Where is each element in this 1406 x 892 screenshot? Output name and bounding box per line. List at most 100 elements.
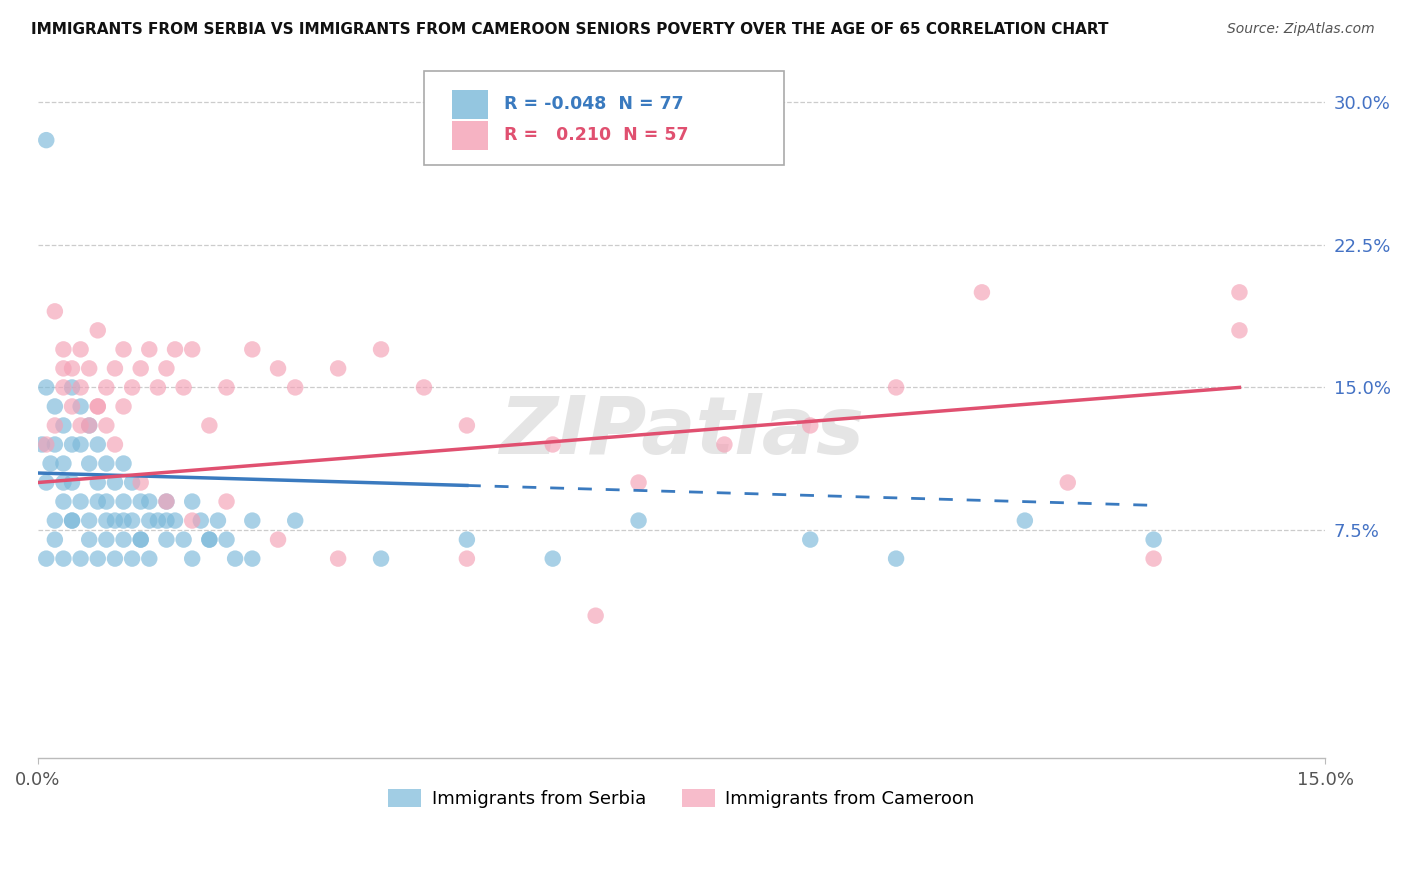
Point [77,418,100,433]
Point [44,437,66,451]
Point [44,533,66,547]
Point [121,551,143,566]
Text: IMMIGRANTS FROM SERBIA VS IMMIGRANTS FROM CAMEROON SENIORS POVERTY OVER THE AGE : IMMIGRANTS FROM SERBIA VS IMMIGRANTS FRO… [31,22,1108,37]
Point [52,418,75,433]
Point [370,551,392,566]
Point [155,361,177,376]
Point [112,400,135,414]
Point [60,514,83,528]
Point [112,343,135,357]
Point [31,437,53,451]
Point [77,533,100,547]
Point [413,380,436,394]
Point [60,380,83,394]
Point [190,514,212,528]
Point [1229,323,1251,337]
Point [60,437,83,451]
Point [35,133,58,147]
Point [884,380,907,394]
Point [224,551,246,566]
Point [44,304,66,318]
Point [129,475,152,490]
Point [884,551,907,566]
Point [96,457,118,471]
Point [198,418,221,433]
Point [129,361,152,376]
Point [1014,514,1036,528]
Point [627,475,650,490]
Point [87,400,110,414]
Point [240,551,263,566]
Point [77,418,100,433]
Point [35,380,58,394]
Point [69,418,91,433]
Point [129,533,152,547]
Point [44,418,66,433]
Point [39,457,62,471]
Point [284,380,307,394]
Point [87,475,110,490]
Point [799,533,821,547]
Point [799,418,821,433]
Point [112,494,135,508]
Point [155,514,177,528]
Point [155,533,177,547]
Point [267,361,290,376]
Point [52,380,75,394]
Point [69,494,91,508]
Point [146,380,169,394]
Legend: Immigrants from Serbia, Immigrants from Cameroon: Immigrants from Serbia, Immigrants from … [381,781,981,815]
Point [77,361,100,376]
Point [1229,285,1251,300]
Point [87,551,110,566]
Point [69,400,91,414]
Point [96,418,118,433]
Point [173,380,195,394]
Point [181,343,204,357]
Point [112,514,135,528]
Point [112,533,135,547]
Point [104,551,127,566]
Point [138,343,160,357]
Point [713,437,735,451]
Point [173,533,195,547]
Point [181,551,204,566]
Point [52,494,75,508]
Text: ZIPatlas: ZIPatlas [499,393,865,471]
Point [60,361,83,376]
Point [585,608,607,623]
Point [284,514,307,528]
Point [1056,475,1078,490]
Point [52,361,75,376]
Point [69,437,91,451]
Point [96,514,118,528]
Point [215,380,238,394]
Point [121,380,143,394]
Point [198,533,221,547]
Point [138,494,160,508]
Point [69,551,91,566]
Point [69,380,91,394]
Point [87,323,110,337]
Point [155,494,177,508]
Point [326,361,349,376]
Point [121,475,143,490]
Point [456,533,478,547]
FancyBboxPatch shape [425,71,785,165]
Point [970,285,993,300]
Point [181,494,204,508]
Point [198,533,221,547]
Point [129,494,152,508]
Point [96,380,118,394]
Point [163,514,186,528]
Point [163,343,186,357]
Point [35,551,58,566]
Point [96,494,118,508]
Text: Source: ZipAtlas.com: Source: ZipAtlas.com [1227,22,1375,37]
Point [627,514,650,528]
Point [138,514,160,528]
Point [87,437,110,451]
Point [129,533,152,547]
Point [35,437,58,451]
Point [104,437,127,451]
